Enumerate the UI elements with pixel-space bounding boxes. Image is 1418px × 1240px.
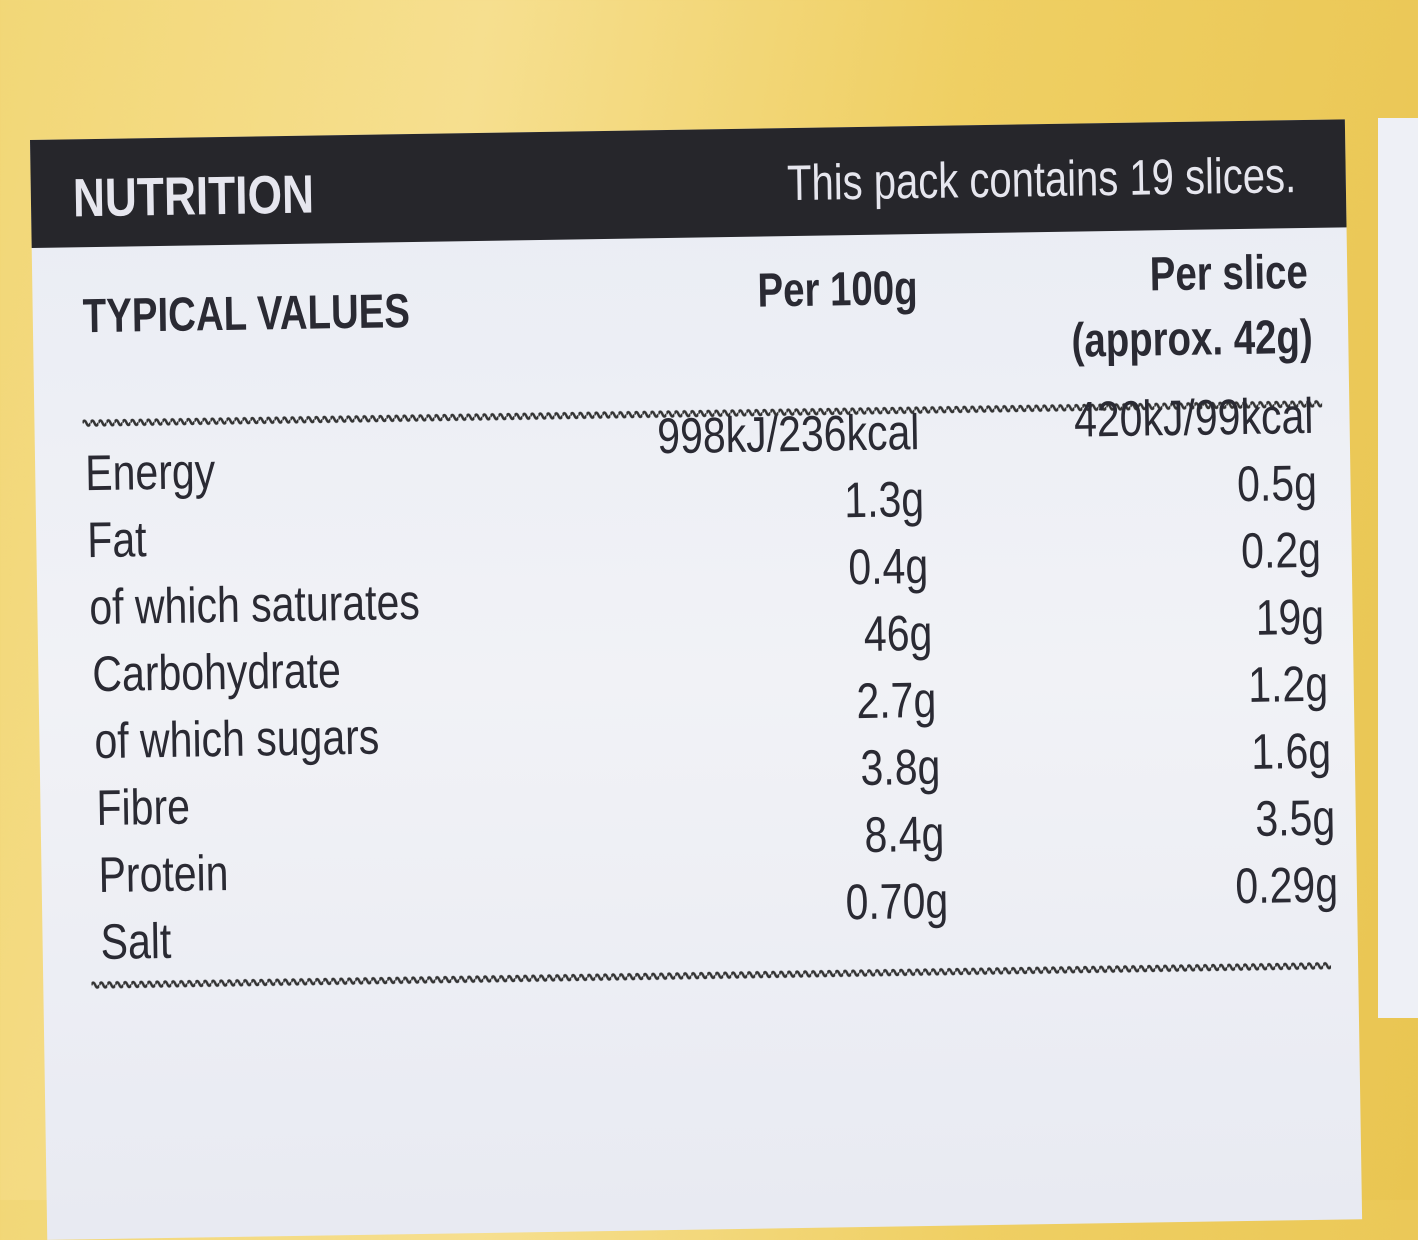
per-100g-value: 3.8g: [859, 738, 941, 797]
per-100g-value: 998kJ/236kcal: [657, 404, 921, 465]
column-header: Per 100g: [756, 262, 918, 318]
header-bar: NUTRITION This pack contains 19 slices.: [30, 119, 1347, 248]
per-slice-value: 1.2g: [1247, 655, 1329, 713]
per-slice-value: 0.2g: [1240, 521, 1322, 580]
per-100g-value: 8.4g: [863, 805, 945, 863]
nutrient-name: Fibre: [96, 778, 191, 837]
nutrient-name: Fat: [87, 511, 148, 569]
per-100g-value: 1.3g: [843, 471, 925, 529]
per-100g-value: 2.7g: [855, 671, 937, 730]
nutrient-name: Protein: [98, 844, 230, 904]
per-100g-value: 0.4g: [847, 537, 929, 596]
per-slice-value: 1.6g: [1251, 722, 1332, 780]
nutrition-label: NUTRITION This pack contains 19 slices. …: [30, 119, 1363, 1240]
nutrient-name: Carbohydrate: [91, 642, 341, 703]
column-note: (approx. 42g): [1070, 310, 1313, 368]
background-strip: [1378, 118, 1418, 1018]
per-slice-value: 0.5g: [1236, 454, 1318, 513]
per-slice-value: 0.29g: [1235, 856, 1339, 915]
column-header: TYPICAL VALUES: [82, 285, 411, 344]
nutrient-name: of which sugars: [93, 708, 380, 770]
per-slice-value: 19g: [1255, 588, 1325, 646]
nutrient-name: Salt: [100, 912, 173, 970]
divider: [91, 959, 1332, 992]
per-slice-value: 3.5g: [1254, 789, 1336, 847]
per-100g-value: 0.70g: [845, 872, 949, 931]
per-slice-value: 420kJ/99kcal: [1073, 387, 1314, 448]
divider: [82, 397, 1323, 430]
nutrient-name: of which saturates: [89, 573, 421, 636]
column-header: Per slice: [1148, 245, 1308, 302]
nutrient-name: Energy: [84, 443, 216, 502]
per-100g-value: 46g: [863, 604, 933, 662]
title: NUTRITION: [72, 164, 315, 229]
pack-note: This pack contains 19 slices.: [786, 147, 1297, 212]
